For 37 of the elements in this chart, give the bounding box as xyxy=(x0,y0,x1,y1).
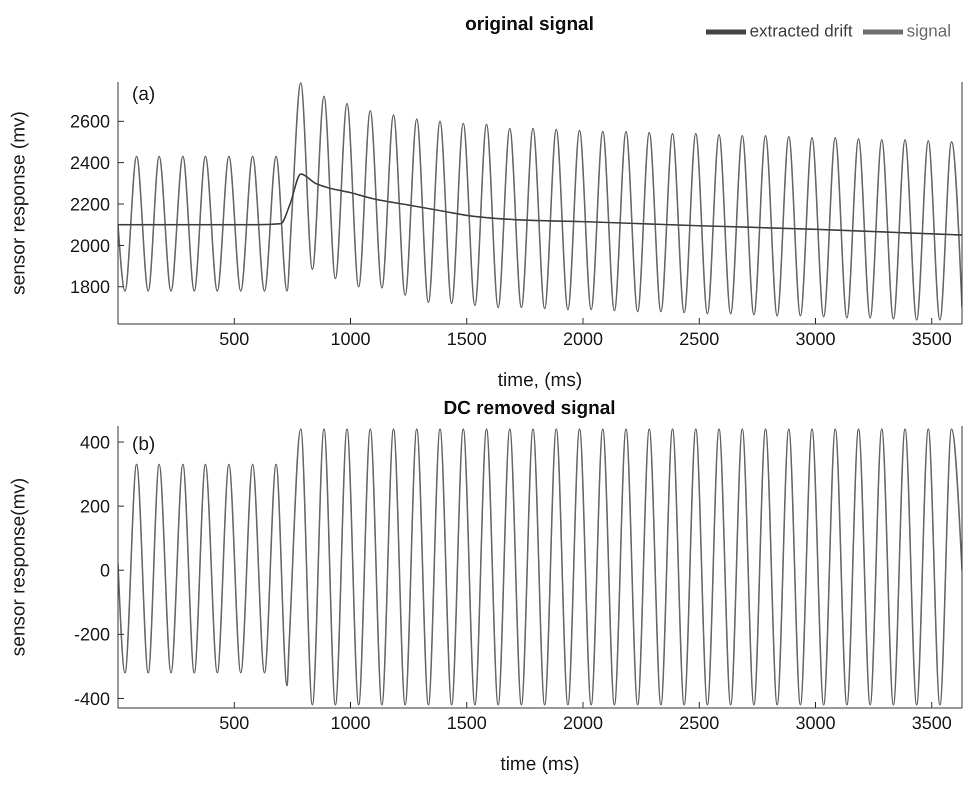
chart-title: DC removed signal xyxy=(443,398,616,419)
annotation: (a) xyxy=(132,84,156,105)
y-tick-label: -200 xyxy=(74,624,110,645)
x-tick-label: 500 xyxy=(219,328,250,349)
x-axis-title: time, (ms) xyxy=(498,370,582,391)
y-axis-title: sensor response (mv) xyxy=(8,111,30,295)
x-tick-label: 3000 xyxy=(795,712,836,733)
x-tick-label: 3500 xyxy=(912,712,952,733)
line-series xyxy=(118,82,962,321)
x-tick-label: 2500 xyxy=(679,328,720,349)
x-tick-label: 1500 xyxy=(446,712,487,733)
y-tick-label: -400 xyxy=(74,688,110,709)
y-tick-label: 2400 xyxy=(70,153,110,174)
legend-label: extracted drift xyxy=(750,21,853,40)
y-tick-label: 400 xyxy=(80,432,110,452)
x-tick-label: 3000 xyxy=(795,328,836,349)
x-tick-label: 1000 xyxy=(330,328,371,349)
x-tick-label: 500 xyxy=(219,712,250,733)
y-tick-label: 1800 xyxy=(70,277,110,298)
y-tick-label: 2600 xyxy=(70,112,110,132)
x-tick-label: 3500 xyxy=(912,328,952,349)
y-tick-label: 2000 xyxy=(70,236,110,256)
annotation: (b) xyxy=(132,434,156,455)
y-axis-title: sensor response(mv) xyxy=(8,478,30,656)
x-tick-label: 2000 xyxy=(562,328,604,349)
x-tick-label: 1500 xyxy=(446,328,487,349)
legend-label: signal xyxy=(906,21,951,40)
x-tick-label: 1000 xyxy=(330,712,371,733)
chart-title: original signal xyxy=(465,14,594,35)
line-series xyxy=(118,428,962,706)
x-tick-label: 2500 xyxy=(679,712,720,733)
y-tick-label: 0 xyxy=(100,560,110,581)
y-tick-label: 2200 xyxy=(70,194,110,214)
y-tick-label: 200 xyxy=(80,496,110,517)
x-axis-title: time (ms) xyxy=(500,754,580,775)
x-tick-label: 2000 xyxy=(562,712,604,733)
line-series xyxy=(118,173,962,236)
